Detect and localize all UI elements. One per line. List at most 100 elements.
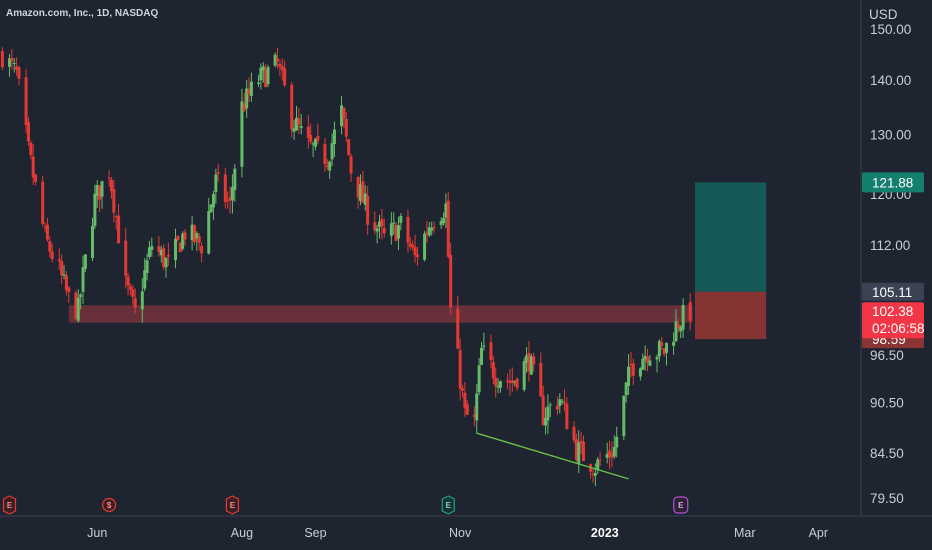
price-tick-label: 112.00 <box>870 238 910 253</box>
candle-body <box>145 260 149 273</box>
candle-body <box>380 219 384 227</box>
candle <box>458 338 462 401</box>
candle <box>427 221 431 238</box>
candle-body <box>425 232 429 235</box>
candle <box>292 120 296 141</box>
candle <box>558 393 562 414</box>
candle-body <box>192 225 196 242</box>
candle <box>230 174 234 214</box>
candle-body <box>109 179 113 192</box>
candle-body <box>330 143 334 160</box>
price-tick-label: 84.50 <box>870 446 904 461</box>
candle-body <box>211 194 215 208</box>
candle-body <box>477 365 481 393</box>
target-price-label: 121.88 <box>872 175 913 190</box>
candle <box>688 293 692 331</box>
price-tick-label: 130.00 <box>870 128 911 143</box>
candle-body <box>117 215 121 244</box>
candle <box>629 351 633 378</box>
candle-body <box>340 105 344 127</box>
candle <box>145 253 149 281</box>
marker-shape <box>2 495 17 515</box>
candle-body <box>463 392 467 408</box>
candle <box>159 245 163 263</box>
candle <box>328 160 332 179</box>
candle-body <box>147 247 151 257</box>
candle <box>216 163 220 182</box>
candle <box>261 62 265 83</box>
candle <box>62 264 66 280</box>
candle <box>190 215 194 251</box>
candle-body <box>64 275 68 291</box>
candle-body <box>316 136 320 141</box>
price-tick-label: 150.00 <box>870 22 911 37</box>
candle-body <box>10 58 14 62</box>
candle-body <box>494 377 498 387</box>
time-axis[interactable]: Jun Aug Sep Nov 2023 Mar Apr <box>87 526 828 540</box>
candle-body <box>162 248 166 267</box>
candle <box>98 185 102 212</box>
candle-body <box>249 81 253 96</box>
candle-body <box>439 220 443 225</box>
candle-body <box>423 233 427 260</box>
candle <box>226 191 230 209</box>
candle <box>506 373 510 389</box>
candle-body <box>413 246 417 256</box>
candle-body <box>306 126 310 138</box>
candle-body <box>216 172 220 174</box>
candle-body <box>596 459 600 471</box>
candle-body <box>79 294 83 297</box>
candle <box>95 180 99 208</box>
candle-body <box>48 241 52 252</box>
candle <box>605 442 609 464</box>
candle-body <box>67 287 71 293</box>
candle <box>496 378 500 394</box>
candle-body <box>197 235 201 243</box>
price-tick-label: 90.50 <box>870 395 904 410</box>
candle-body <box>240 101 244 167</box>
candle <box>266 64 270 87</box>
event-marker-earnings-upcoming: E <box>673 496 689 514</box>
candle <box>679 324 683 339</box>
candle <box>45 217 49 242</box>
candle <box>446 191 450 259</box>
candle-body <box>444 203 448 218</box>
candle-body <box>366 196 370 225</box>
candle-body <box>432 226 436 228</box>
candle <box>373 211 377 235</box>
candle <box>107 170 111 187</box>
candle <box>178 241 182 253</box>
candle <box>378 214 382 239</box>
candle-body <box>309 134 313 142</box>
candle <box>157 236 161 257</box>
candle <box>510 367 514 392</box>
candle <box>257 74 261 88</box>
candle <box>183 229 187 246</box>
candle-body <box>546 406 550 421</box>
candle <box>411 240 415 251</box>
candle-body <box>257 82 261 85</box>
candle-body <box>396 225 400 239</box>
candle-body <box>363 193 367 205</box>
candle-body <box>181 233 185 249</box>
candle <box>432 221 436 234</box>
marker-letter: $ <box>107 501 112 510</box>
candle-body <box>15 66 19 70</box>
candle-body <box>107 177 111 179</box>
candle <box>513 380 517 387</box>
candle-body <box>247 88 251 95</box>
candle <box>579 432 583 455</box>
candle <box>91 217 95 262</box>
candle <box>439 217 443 229</box>
candle-body <box>679 326 683 332</box>
time-tick-label: Nov <box>449 526 472 540</box>
candle <box>211 190 215 220</box>
candle <box>413 234 417 263</box>
candle-body <box>332 129 336 145</box>
candle <box>527 340 531 382</box>
candle-body <box>373 222 377 231</box>
candle-body <box>294 117 298 131</box>
candle-body <box>223 174 227 202</box>
candle <box>10 49 14 70</box>
